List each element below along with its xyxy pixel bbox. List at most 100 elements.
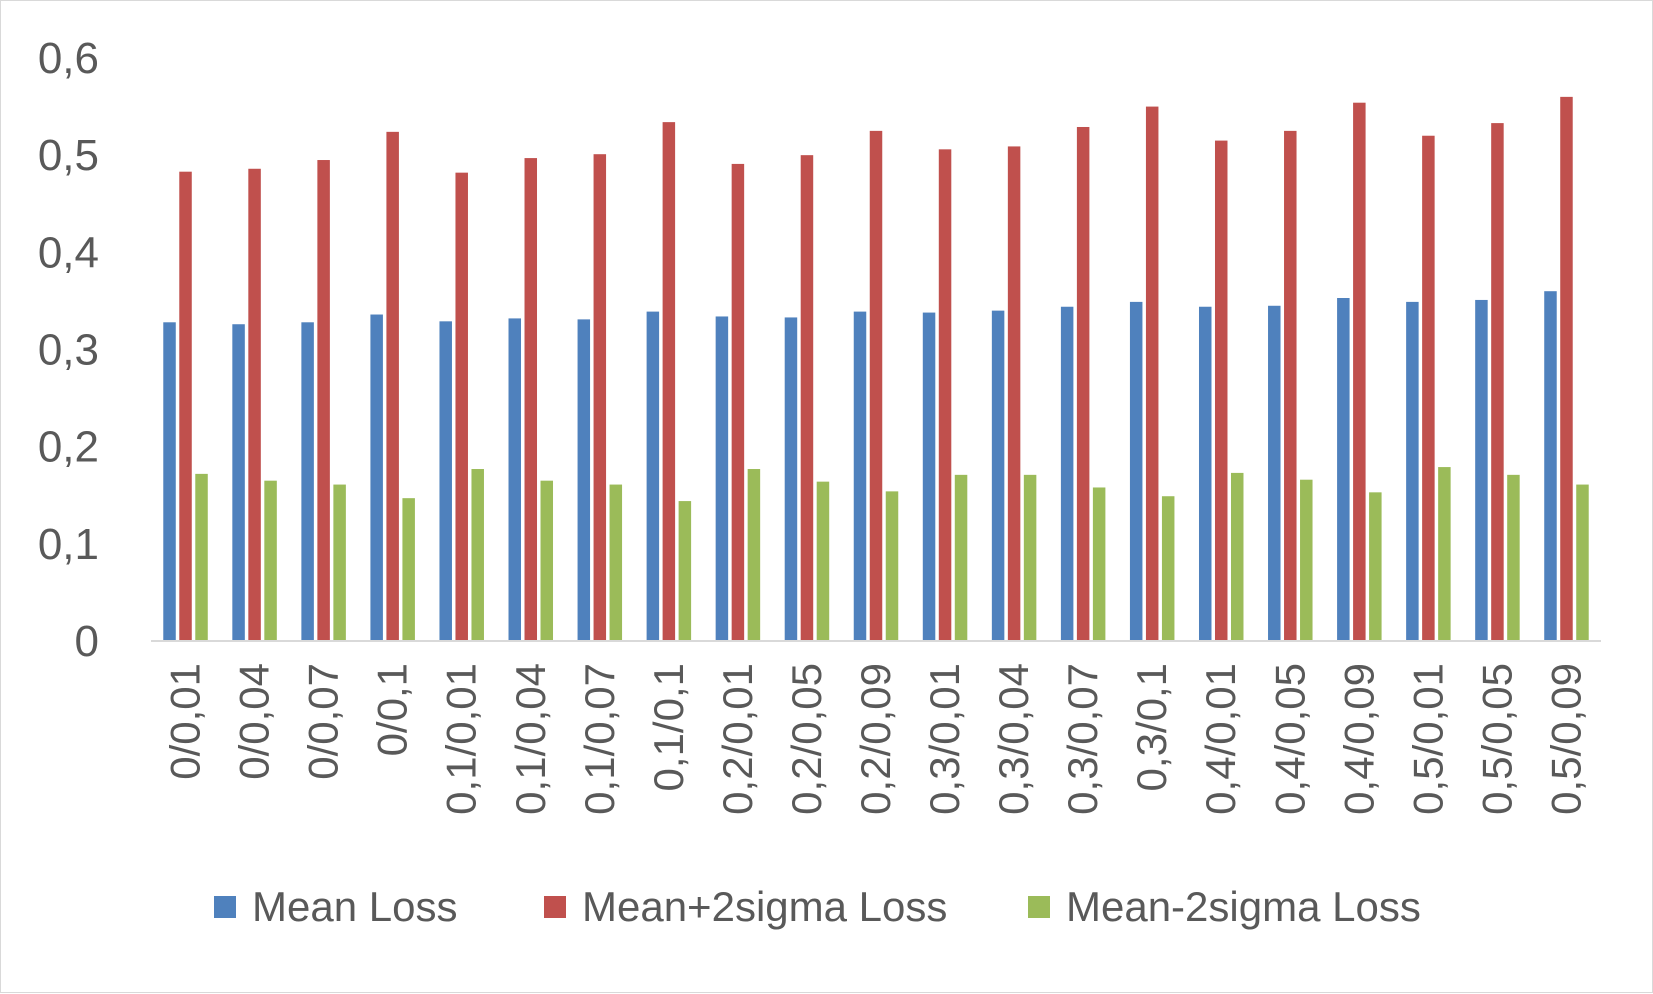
bars bbox=[163, 96, 1589, 642]
bar-mean-2sigma-loss-14 bbox=[1145, 106, 1159, 642]
bar-mean-loss-7 bbox=[646, 311, 660, 641]
legend-label: Mean+2sigma Loss bbox=[582, 883, 947, 930]
x-category-label: 0,2/0,09 bbox=[852, 663, 899, 815]
x-category-label: 0,3/0,07 bbox=[1059, 663, 1106, 815]
bar-mean-2sigma-loss-8 bbox=[731, 163, 745, 641]
bar-mean-loss-6 bbox=[577, 319, 591, 641]
x-category-label: 0/0,07 bbox=[300, 663, 347, 780]
bar-mean-loss-3 bbox=[370, 314, 383, 641]
bar-mean-loss-18 bbox=[1406, 301, 1419, 641]
legend-swatch bbox=[1028, 896, 1050, 918]
bar-mean-2sigma-loss-5 bbox=[524, 158, 538, 641]
bar-mean-2sigma-loss-15 bbox=[1214, 140, 1228, 641]
x-category-label: 0,2/0,01 bbox=[714, 663, 761, 815]
bar-mean-2sigma-loss-1 bbox=[248, 168, 261, 641]
bar-mean-2sigma-loss-7 bbox=[662, 122, 676, 641]
bar-mean-loss-13 bbox=[1060, 306, 1074, 641]
legend-label: Mean Loss bbox=[252, 883, 457, 930]
x-category-label: 0,5/0,05 bbox=[1473, 663, 1520, 815]
bar-mean-loss-10 bbox=[853, 311, 867, 641]
x-category-label: 0,2/0,05 bbox=[783, 663, 830, 815]
bar-mean-2sigma-loss-6 bbox=[593, 154, 607, 641]
x-category-label: 0,4/0,05 bbox=[1266, 663, 1313, 815]
y-tick-label: 0,6 bbox=[38, 34, 99, 83]
bar-mean-loss-19 bbox=[1475, 299, 1488, 641]
bar-mean-2sigma-loss-0 bbox=[179, 171, 192, 641]
x-category-label: 0,3/0,04 bbox=[990, 663, 1037, 815]
bar-mean-2sigma-loss-18 bbox=[1422, 135, 1435, 641]
bar-mean-2sigma-loss-17 bbox=[1369, 492, 1382, 641]
bar-mean-2sigma-loss-2 bbox=[317, 160, 330, 641]
x-category-label: 0,1/0,1 bbox=[645, 663, 692, 791]
bar-mean-2sigma-loss-11 bbox=[954, 474, 968, 641]
bar-mean-2sigma-loss-16 bbox=[1284, 130, 1297, 641]
bar-mean-loss-5 bbox=[508, 318, 522, 641]
x-category-label: 0,5/0,09 bbox=[1542, 663, 1589, 815]
x-category-label: 0,1/0,07 bbox=[576, 663, 623, 815]
legend-swatch bbox=[544, 896, 566, 918]
x-category-label: 0/0,04 bbox=[231, 663, 278, 780]
bar-mean-loss-4 bbox=[439, 321, 452, 641]
bar-mean-loss-14 bbox=[1129, 301, 1143, 641]
legend-label: Mean-2sigma Loss bbox=[1066, 883, 1421, 930]
x-category-label: 0,4/0,09 bbox=[1335, 663, 1382, 815]
bar-mean-2sigma-loss-12 bbox=[1007, 146, 1021, 641]
bar-mean-2sigma-loss-15 bbox=[1230, 472, 1244, 641]
bar-mean-2sigma-loss-13 bbox=[1076, 126, 1090, 641]
bar-mean-2sigma-loss-19 bbox=[1491, 123, 1504, 641]
x-category-label: 0,1/0,04 bbox=[507, 663, 554, 815]
bar-mean-2sigma-loss-3 bbox=[386, 131, 399, 641]
bar-mean-2sigma-loss-17 bbox=[1353, 102, 1366, 642]
bar-mean-loss-15 bbox=[1198, 306, 1212, 641]
x-category-label: 0,3/0,01 bbox=[921, 663, 968, 815]
y-tick-label: 0,1 bbox=[38, 520, 99, 569]
bar-mean-2sigma-loss-19 bbox=[1507, 474, 1520, 641]
bar-mean-loss-17 bbox=[1337, 298, 1350, 641]
bar-mean-loss-20 bbox=[1544, 291, 1557, 641]
x-category-label: 0,1/0,01 bbox=[438, 663, 485, 815]
y-axis-ticks: 0 0,1 0,2 0,3 0,4 0,5 0,6 bbox=[38, 34, 99, 666]
legend: Mean Loss Mean+2sigma Loss Mean-2sigma Los… bbox=[214, 883, 1421, 930]
bar-mean-2sigma-loss-7 bbox=[678, 501, 692, 641]
bar-mean-2sigma-loss-9 bbox=[800, 155, 814, 641]
legend-swatch bbox=[214, 896, 236, 918]
bar-mean-2sigma-loss-16 bbox=[1300, 479, 1313, 641]
bar-mean-2sigma-loss-13 bbox=[1092, 487, 1106, 641]
bar-mean-loss-2 bbox=[301, 322, 314, 641]
bar-mean-loss-12 bbox=[991, 310, 1005, 641]
bar-mean-2sigma-loss-2 bbox=[333, 484, 346, 641]
bar-mean-2sigma-loss-8 bbox=[747, 469, 761, 641]
y-tick-label: 0,5 bbox=[38, 131, 99, 180]
x-category-label: 0/0,01 bbox=[162, 663, 209, 780]
bar-mean-2sigma-loss-20 bbox=[1560, 96, 1573, 641]
x-axis-labels: 0/0,01 0/0,04 0/0,07 0/0,1 0,1/0,01 0,1/0,04 0… bbox=[162, 663, 1590, 815]
bar-mean-2sigma-loss-9 bbox=[816, 481, 830, 641]
bar-mean-2sigma-loss-11 bbox=[938, 149, 952, 641]
bar-mean-2sigma-loss-4 bbox=[455, 172, 468, 641]
bar-mean-2sigma-loss-18 bbox=[1438, 467, 1451, 641]
bar-mean-2sigma-loss-10 bbox=[869, 130, 883, 641]
bar-mean-2sigma-loss-14 bbox=[1161, 496, 1175, 641]
y-tick-label: 0,2 bbox=[38, 423, 99, 472]
bar-mean-2sigma-loss-20 bbox=[1576, 484, 1589, 641]
x-category-label: 0,5/0,01 bbox=[1404, 663, 1451, 815]
bar-mean-loss-8 bbox=[715, 316, 729, 641]
bar-mean-2sigma-loss-0 bbox=[195, 473, 208, 641]
bar-mean-2sigma-loss-6 bbox=[609, 484, 623, 641]
y-tick-label: 0,3 bbox=[38, 326, 99, 375]
bar-mean-2sigma-loss-12 bbox=[1023, 474, 1037, 641]
bar-mean-2sigma-loss-10 bbox=[885, 491, 899, 641]
y-tick-label: 0 bbox=[75, 617, 99, 666]
x-category-label: 0,3/0,1 bbox=[1128, 663, 1175, 791]
bar-mean-loss-16 bbox=[1268, 305, 1281, 641]
bar-mean-2sigma-loss-4 bbox=[471, 469, 484, 641]
y-tick-label: 0,4 bbox=[38, 228, 99, 277]
bar-mean-2sigma-loss-3 bbox=[402, 498, 415, 641]
bar-mean-2sigma-loss-1 bbox=[264, 480, 277, 641]
bar-mean-loss-0 bbox=[163, 322, 176, 641]
bar-mean-loss-11 bbox=[922, 312, 936, 641]
x-category-label: 0/0,1 bbox=[369, 663, 416, 756]
bar-mean-2sigma-loss-5 bbox=[540, 480, 554, 641]
